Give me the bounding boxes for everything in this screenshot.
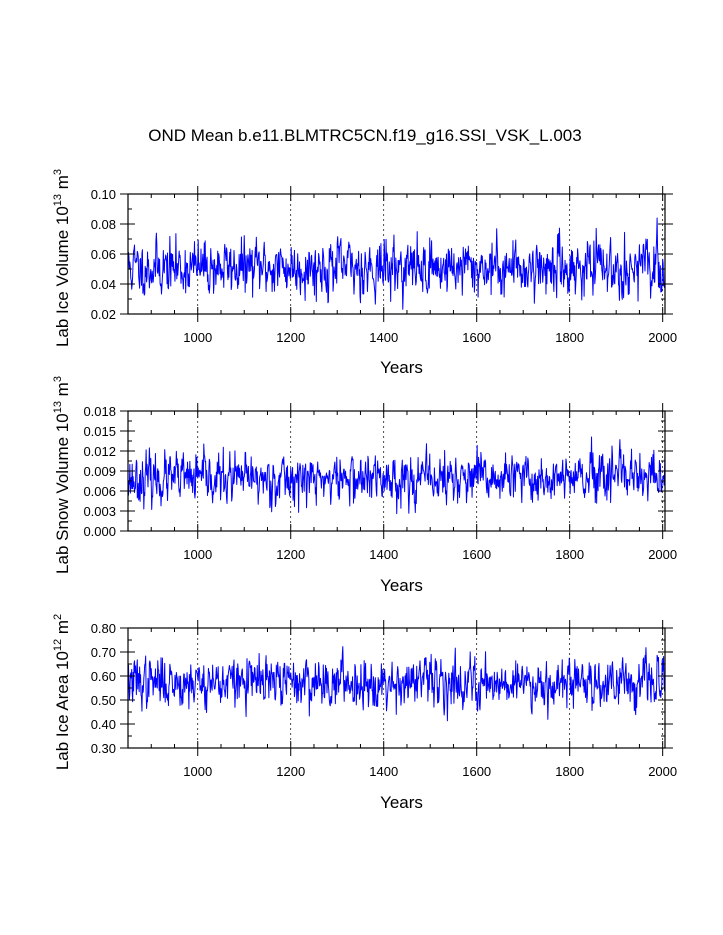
x-axis-title: Years — [380, 793, 423, 812]
x-tick-label-1400: 1400 — [369, 547, 398, 562]
x-axis-title: Years — [380, 358, 423, 377]
y-tick-label-1: 0.04 — [91, 277, 116, 292]
x-tick-label-1200: 1200 — [276, 330, 305, 345]
x-axis-title: Years — [380, 576, 423, 595]
y-tick-label-3: 0.009 — [83, 464, 116, 479]
y-tick-label-2: 0.006 — [83, 484, 116, 499]
y-tick-label-5: 0.80 — [91, 621, 116, 636]
x-tick-label-2000: 2000 — [648, 330, 677, 345]
y-tick-label-5: 0.015 — [83, 424, 116, 439]
y-tick-label-0: 0.30 — [91, 741, 116, 756]
series-line-2 — [127, 436, 666, 515]
y-axis-title-main: Lab Ice Area 10 — [53, 651, 72, 770]
y-axis-title-unit-exp: 2 — [52, 614, 64, 620]
y-tick-label-4: 0.10 — [91, 187, 116, 202]
y-axis-title-exp: 13 — [52, 401, 64, 413]
y-axis-title-exp: 12 — [52, 639, 64, 651]
x-tick-label-1000: 1000 — [183, 330, 212, 345]
x-tick-label-2000: 2000 — [648, 764, 677, 779]
x-tick-label-1000: 1000 — [183, 547, 212, 562]
series-line-3 — [127, 646, 666, 722]
y-tick-label-0: 0.000 — [83, 524, 116, 539]
x-tick-label-1000: 1000 — [183, 764, 212, 779]
y-tick-label-2: 0.50 — [91, 693, 116, 708]
y-axis-title: Lab Snow Volume 1013 m3 — [52, 376, 72, 574]
x-tick-label-1400: 1400 — [369, 330, 398, 345]
figure-title: OND Mean b.e11.BLMTRC5CN.f19_g16.SSI_VSK… — [148, 126, 581, 145]
y-axis-title: Lab Ice Volume 1013 m3 — [52, 169, 72, 347]
y-axis-title-unit-exp: 3 — [52, 376, 64, 382]
x-tick-label-1600: 1600 — [462, 330, 491, 345]
x-tick-label-1800: 1800 — [555, 330, 584, 345]
y-tick-label-0: 0.02 — [91, 307, 116, 322]
y-axis-title-main: Lab Ice Volume 10 — [53, 206, 72, 347]
x-tick-label-1800: 1800 — [555, 547, 584, 562]
y-tick-label-6: 0.018 — [83, 404, 116, 419]
panel-3: 1000 1200 1400 1600 1800 2000 0.30 0.40 0.50 0.60… — [52, 614, 677, 812]
y-axis-title-exp: 13 — [52, 194, 64, 206]
x-tick-label-1600: 1600 — [462, 764, 491, 779]
y-tick-label-4: 0.012 — [83, 444, 116, 459]
x-tick-label-1800: 1800 — [555, 764, 584, 779]
y-tick-label-1: 0.003 — [83, 504, 116, 519]
y-axis-title: Lab Ice Area 1012 m2 — [52, 614, 72, 770]
y-tick-label-1: 0.40 — [91, 717, 116, 732]
y-axis-title-unit: m — [53, 620, 72, 639]
y-axis-title-main: Lab Snow Volume 10 — [53, 413, 72, 574]
y-tick-label-4: 0.70 — [91, 645, 116, 660]
x-tick-label-2000: 2000 — [648, 547, 677, 562]
panel-2: 1000 1200 1400 1600 1800 2000 0.000 0.003 0.006 0… — [52, 376, 677, 595]
x-tick-label-1600: 1600 — [462, 547, 491, 562]
series-line-1 — [127, 217, 666, 310]
x-tick-label-1200: 1200 — [276, 547, 305, 562]
y-axis-title-unit: m — [53, 382, 72, 401]
x-tick-label-1400: 1400 — [369, 764, 398, 779]
y-tick-label-2: 0.06 — [91, 247, 116, 262]
y-tick-label-3: 0.60 — [91, 669, 116, 684]
panel-1: 1000 1200 1400 1600 1800 2000 0.02 0.04 0.06 0.08… — [52, 169, 677, 377]
y-tick-label-3: 0.08 — [91, 217, 116, 232]
y-axis-title-unit-exp: 3 — [52, 169, 64, 175]
panels: 1000 1200 1400 1600 1800 2000 0.02 0.04 0.06 0.08… — [52, 169, 677, 812]
x-tick-label-1200: 1200 — [276, 764, 305, 779]
y-axis-title-unit: m — [53, 175, 72, 194]
